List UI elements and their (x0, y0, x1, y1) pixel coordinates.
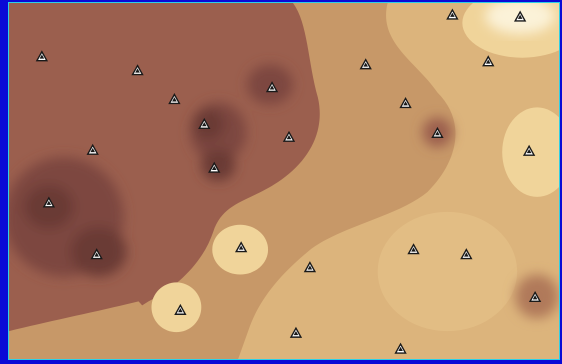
map-viewport[interactable] (8, 2, 560, 360)
zone-south-west-light (9, 301, 156, 359)
interpolated-surface-map[interactable] (9, 3, 559, 359)
zone-southeast-light (377, 211, 518, 332)
zone-south-light (151, 282, 202, 333)
